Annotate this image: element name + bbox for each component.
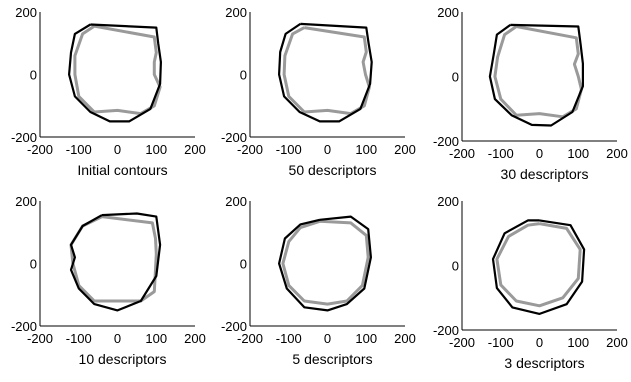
- black-contour-line: [67, 23, 162, 123]
- y-tick-label: 200: [437, 5, 459, 20]
- y-tick-label: 0: [452, 259, 459, 274]
- x-tick-label: 0: [324, 142, 331, 157]
- contour-plot-1: -200 -100 0 100 200 200 0 -200 Initial contours: [11, 5, 206, 178]
- panel-caption: 30 descriptors: [501, 166, 589, 182]
- contour-plot-4: -200 -100 0 100 200 200 0 -200 10 descriptors: [11, 194, 206, 367]
- y-tick-label: 0: [240, 257, 247, 272]
- grey-contour-line: [281, 219, 370, 306]
- black-contour-line: [69, 212, 162, 312]
- x-tick-label: -200: [237, 142, 263, 157]
- panel-caption: 10 descriptors: [79, 351, 167, 367]
- black-contour-line: [488, 23, 585, 127]
- x-tick-label: 200: [184, 331, 206, 346]
- black-contour-line: [278, 215, 372, 312]
- contour-plot-5: -200 -100 0 100 200 200 0 -200 5 descriptors: [221, 194, 416, 367]
- x-tick-label: 0: [324, 331, 331, 346]
- x-tick-label: -200: [27, 331, 53, 346]
- y-tick-label: -200: [11, 319, 37, 334]
- grey-contour-line: [69, 215, 158, 303]
- x-tick-label: 100: [355, 331, 377, 346]
- contour-plot-2: -200 -100 0 100 200 200 0 -200 50 descriptors: [221, 5, 416, 178]
- black-contour-line: [491, 219, 586, 315]
- y-tick-label: -200: [11, 130, 37, 145]
- y-tick-label: 0: [240, 68, 247, 83]
- contour-plot-3: -200 -100 0 100 200 200 0 -200 30 descriptors: [433, 5, 628, 182]
- x-tick-label: -100: [276, 331, 302, 346]
- panel-caption: 50 descriptors: [289, 162, 377, 178]
- x-tick-label: -200: [237, 331, 263, 346]
- y-tick-label: 0: [30, 257, 37, 272]
- x-tick-label: -100: [66, 331, 92, 346]
- y-tick-label: 200: [225, 5, 247, 20]
- y-tick-label: -200: [221, 319, 247, 334]
- y-tick-label: 0: [452, 70, 459, 85]
- x-tick-label: 200: [606, 335, 628, 350]
- x-tick-label: 200: [606, 146, 628, 161]
- grey-contour-line: [493, 25, 583, 119]
- x-tick-label: 0: [114, 331, 121, 346]
- x-tick-label: 100: [145, 331, 167, 346]
- y-tick-label: 200: [225, 194, 247, 209]
- x-tick-label: 200: [394, 142, 416, 157]
- grey-contour-line: [495, 222, 582, 308]
- x-tick-label: 200: [394, 331, 416, 346]
- x-tick-label: -200: [449, 335, 475, 350]
- y-tick-label: 200: [15, 194, 37, 209]
- x-tick-label: -200: [449, 146, 475, 161]
- grey-contour-line: [73, 24, 162, 116]
- x-tick-label: 100: [567, 146, 589, 161]
- panel-caption: 5 descriptors: [292, 351, 372, 367]
- grey-contour-line: [282, 26, 371, 116]
- y-tick-label: 200: [437, 194, 459, 209]
- y-tick-label: 200: [15, 5, 37, 20]
- x-tick-label: 100: [145, 142, 167, 157]
- y-tick-label: -200: [433, 323, 459, 338]
- x-tick-label: 100: [567, 335, 589, 350]
- x-tick-label: 0: [114, 142, 121, 157]
- x-tick-label: 100: [355, 142, 377, 157]
- panel-caption: Initial contours: [77, 162, 167, 178]
- y-tick-label: 0: [30, 68, 37, 83]
- x-tick-label: 0: [536, 335, 543, 350]
- y-tick-label: -200: [433, 134, 459, 149]
- x-tick-label: 0: [536, 146, 543, 161]
- contour-plot-6: -200 -100 0 100 200 200 0 -200 3 descriptors: [433, 194, 628, 371]
- x-tick-label: 200: [184, 142, 206, 157]
- panel-caption: 3 descriptors: [504, 355, 584, 371]
- x-tick-label: -100: [276, 142, 302, 157]
- black-contour-line: [278, 22, 373, 123]
- x-tick-label: -100: [488, 146, 514, 161]
- x-tick-label: -100: [66, 142, 92, 157]
- x-tick-label: -100: [488, 335, 514, 350]
- x-tick-label: -200: [27, 142, 53, 157]
- y-tick-label: -200: [221, 130, 247, 145]
